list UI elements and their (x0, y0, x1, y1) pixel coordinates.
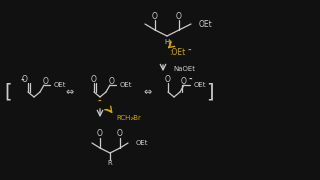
Text: O: O (109, 76, 115, 86)
Text: -: - (97, 96, 101, 105)
Text: O: O (117, 129, 123, 138)
Text: ⇔: ⇔ (66, 87, 74, 97)
Text: O: O (165, 75, 171, 84)
Text: O: O (181, 76, 187, 86)
Text: O: O (91, 75, 97, 84)
Text: O: O (176, 12, 182, 21)
Text: -: - (187, 46, 191, 55)
Text: -Br: -Br (132, 115, 142, 121)
Text: OEt: OEt (54, 82, 67, 88)
Text: -: - (20, 75, 24, 84)
Text: OEt: OEt (194, 82, 206, 88)
Text: :OEt: :OEt (169, 48, 185, 57)
Text: R: R (108, 160, 112, 166)
Text: NaOEt: NaOEt (173, 66, 195, 72)
Text: OEt: OEt (120, 82, 132, 88)
Text: ]: ] (206, 82, 214, 102)
Text: [: [ (4, 82, 12, 102)
Text: ⇔: ⇔ (144, 87, 152, 97)
Text: O: O (22, 75, 28, 84)
Text: OEt: OEt (136, 140, 148, 146)
Text: O: O (43, 76, 49, 86)
Text: O: O (152, 12, 158, 21)
Text: -: - (188, 75, 192, 84)
Text: RCH₂: RCH₂ (116, 115, 133, 121)
Text: H: H (164, 39, 170, 45)
Text: OEt: OEt (199, 19, 213, 28)
Text: O: O (97, 129, 103, 138)
